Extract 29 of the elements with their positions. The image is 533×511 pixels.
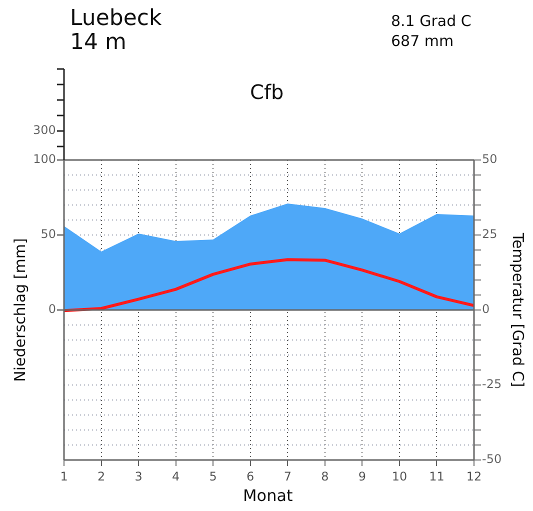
y-tick-label: 50	[40, 227, 56, 242]
x-tick-label: 9	[358, 469, 366, 484]
y-tick-label: 0	[48, 302, 56, 316]
x-tick-label: 2	[97, 469, 106, 484]
x-tick-label: 6	[246, 469, 254, 484]
x-tick-label: 3	[134, 469, 142, 484]
chart-subtitle: 14 m	[70, 30, 126, 55]
y2-tick-label: 50	[482, 152, 498, 166]
x-tick-label: 4	[172, 469, 180, 484]
x-tick-label: 10	[392, 469, 408, 484]
chart-title: Luebeck	[70, 6, 162, 31]
y2-tick-label: 0	[482, 302, 490, 316]
x-tick-label: 8	[321, 469, 329, 484]
y-tick-label: 100	[33, 152, 56, 166]
x-tick-label: 5	[209, 469, 217, 484]
y-axis-title: Niederschlag [mm]	[10, 238, 29, 382]
x-tick-label: 12	[466, 469, 482, 484]
y2-axis-title: Temperatur [Grad C]	[509, 232, 528, 388]
x-tick-label: 11	[429, 469, 444, 484]
text: 8.1 Grad C	[391, 12, 472, 30]
x-axis-title: Monat	[243, 486, 293, 505]
y2-tick-label: 25	[482, 227, 498, 242]
text: 687 mm	[391, 32, 454, 50]
y2-tick-label: -50	[482, 452, 502, 466]
x-tick-label: 1	[60, 469, 68, 484]
y2-tick-label: -25	[482, 377, 502, 392]
x-tick-label: 7	[284, 469, 292, 484]
text: 300	[33, 123, 56, 137]
text: Cfb	[250, 80, 284, 104]
